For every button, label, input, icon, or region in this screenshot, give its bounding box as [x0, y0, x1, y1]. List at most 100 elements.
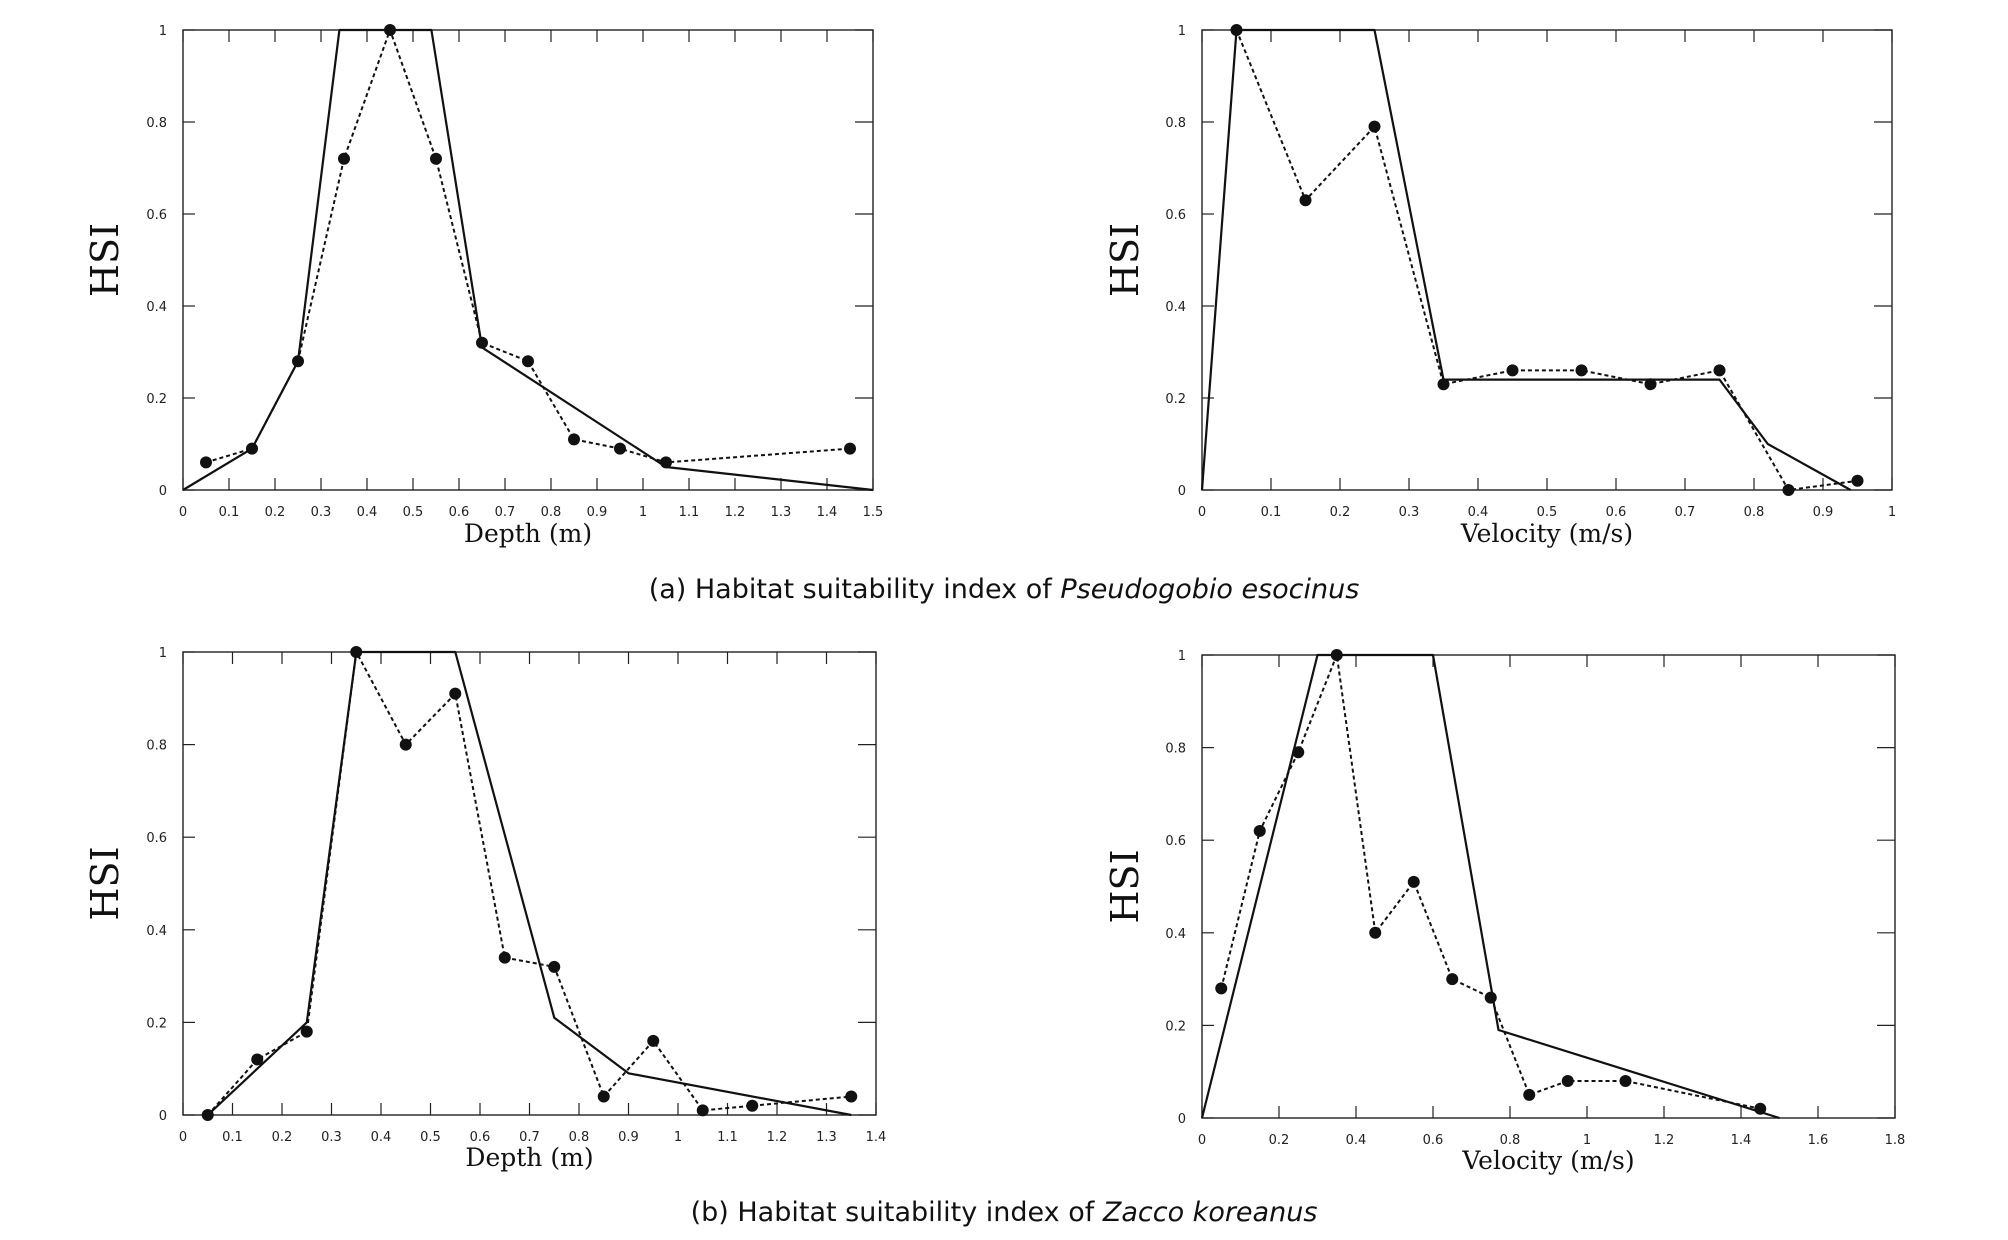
- data-point: [746, 1099, 759, 1112]
- x-axis-label: Velocity (m/s): [1461, 1146, 1634, 1175]
- data-point: [1575, 364, 1588, 377]
- x-tick-label: 0.8: [1500, 1133, 1521, 1148]
- x-tick-label: 1.4: [817, 505, 838, 520]
- x-tick-label: 1: [674, 1130, 682, 1145]
- y-tick-label: 0.4: [146, 924, 167, 939]
- x-tick-label: 0.1: [222, 1130, 243, 1145]
- series-dashed-line: [207, 648, 852, 1116]
- x-tick-label: 1.3: [816, 1130, 837, 1145]
- x-tick-label: 1.6: [1808, 1133, 1829, 1148]
- x-tick-label: 0.7: [1675, 505, 1696, 520]
- y-axis-label: HSI: [83, 223, 127, 297]
- data-point: [696, 1104, 709, 1117]
- y-tick-label: 0.8: [146, 739, 167, 754]
- series-solid-line: [1200, 28, 1852, 491]
- chart-panel-1: 0 0.1 0.2 0.3 0.4 0.5 0.6 0.7 0.8 0.9 1 1.1 1.2 1.3 1.…: [83, 24, 883, 548]
- x-tick-label: 0.8: [541, 505, 562, 520]
- y-tick-label: 0.2: [1165, 392, 1186, 407]
- x-tick-label: 0.1: [219, 505, 240, 520]
- data-point: [1368, 120, 1381, 133]
- data-point: [1484, 991, 1497, 1004]
- caption-b-prefix: (b) Habitat suitability index of: [690, 1197, 1103, 1228]
- data-point: [1754, 1102, 1767, 1115]
- y-tick-label: 0: [159, 1109, 167, 1124]
- data-point: [568, 433, 580, 446]
- x-tick-label: 0.9: [1813, 505, 1834, 520]
- x-tick-label: 1.4: [1731, 1133, 1752, 1148]
- x-tick-label: 0.6: [1423, 1133, 1444, 1148]
- plot-frame: [1201, 29, 1893, 491]
- data-point: [384, 24, 396, 36]
- data-point: [1851, 474, 1864, 487]
- x-tick-label: 0.7: [495, 505, 516, 520]
- y-tick-label: 1: [159, 24, 167, 39]
- data-point: [1561, 1074, 1574, 1087]
- data-point: [300, 1025, 313, 1038]
- series-solid-line: [207, 650, 852, 1117]
- data-point: [350, 646, 363, 658]
- y-axis-label: HSI: [1103, 223, 1147, 297]
- x-tick-label: 0.3: [311, 505, 332, 520]
- data-point: [522, 355, 534, 368]
- x-tick-label: 0.4: [371, 1130, 392, 1145]
- y-tick-label: 1: [1178, 24, 1186, 39]
- x-axis-label: Velocity (m/s): [1460, 519, 1633, 548]
- y-tick-label: 0.2: [146, 392, 167, 407]
- y-tick-label: 0: [1178, 484, 1186, 499]
- data-point: [1330, 649, 1343, 661]
- x-tick-label: 0.9: [618, 1130, 639, 1145]
- data-point: [548, 960, 561, 973]
- x-tick-label: 0.1: [1261, 505, 1282, 520]
- x-tick-label: 0.4: [1346, 1133, 1367, 1148]
- data-point: [476, 336, 488, 349]
- x-tick-label: 0.5: [420, 1130, 441, 1145]
- x-tick-label: 1.2: [1654, 1133, 1675, 1148]
- data-point: [201, 1109, 214, 1121]
- data-point: [1407, 875, 1420, 888]
- data-point: [1713, 364, 1726, 377]
- y-tick-label: 0.6: [1165, 834, 1186, 849]
- data-point: [597, 1090, 610, 1103]
- data-point: [449, 687, 462, 700]
- plot-frame: [1201, 654, 1896, 1119]
- series-dashed-line: [1235, 29, 1858, 492]
- data-point: [1446, 973, 1459, 986]
- caption-b-species: Zacco koreanus: [1102, 1197, 1318, 1228]
- x-tick-label: 0.4: [357, 505, 378, 520]
- y-tick-label: 0: [1178, 1112, 1186, 1127]
- x-tick-label: 0.7: [519, 1130, 540, 1145]
- x-tick-label: 0.3: [1399, 505, 1420, 520]
- data-point: [845, 1090, 858, 1103]
- x-tick-label: 1.4: [866, 1130, 887, 1145]
- chart-panel-3: 0 0.1 0.2 0.3 0.4 0.5 0.6 0.7 0.8 0.9 1 1.1 1.2 1.3 1.…: [83, 646, 886, 1172]
- data-point: [338, 152, 350, 165]
- data-point: [292, 355, 304, 368]
- x-tick-label: 0: [179, 1130, 187, 1145]
- data-point: [200, 456, 212, 469]
- y-tick-label: 1: [1178, 649, 1186, 664]
- caption-a-prefix: (a) Habitat suitability index of: [648, 574, 1061, 605]
- caption-b: (b) Habitat suitability index of Zacco k…: [0, 1197, 2008, 1228]
- y-tick-label: 0.8: [1165, 116, 1186, 131]
- y-tick-label: 0.8: [146, 116, 167, 131]
- data-point: [1523, 1088, 1536, 1101]
- y-tick-label: 0.2: [146, 1016, 167, 1031]
- series-dashed-line: [1220, 651, 1761, 1110]
- data-point: [251, 1053, 264, 1066]
- x-axis-label: Depth (m): [465, 1143, 593, 1172]
- x-tick-label: 1: [639, 505, 647, 520]
- data-point: [498, 951, 511, 964]
- x-tick-label: 1.3: [771, 505, 792, 520]
- x-axis-label: Depth (m): [464, 519, 592, 548]
- data-point: [1230, 24, 1243, 36]
- y-tick-label: 0.8: [1165, 742, 1186, 757]
- y-axis-label: HSI: [83, 846, 127, 920]
- data-point: [1215, 982, 1228, 995]
- y-tick-label: 0.4: [146, 300, 167, 315]
- data-point: [660, 456, 672, 469]
- y-tick-label: 1: [159, 646, 167, 661]
- series-solid-line: [1200, 653, 1780, 1120]
- x-tick-label: 0: [1198, 505, 1206, 520]
- x-tick-label: 0.2: [272, 1130, 293, 1145]
